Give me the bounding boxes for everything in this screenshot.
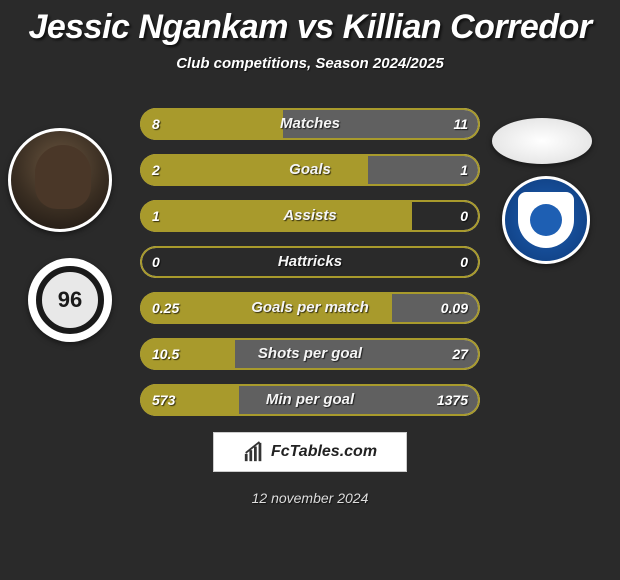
stat-row: 5731375Min per goal <box>140 384 480 416</box>
stat-row: 10Assists <box>140 200 480 232</box>
stat-row: 00Hattricks <box>140 246 480 278</box>
brand-text: FcTables.com <box>271 443 377 461</box>
subtitle: Club competitions, Season 2024/2025 <box>0 55 620 72</box>
brand-badge[interactable]: FcTables.com <box>213 432 407 472</box>
stat-label: Assists <box>140 200 480 232</box>
stat-label: Goals per match <box>140 292 480 324</box>
stat-row: 21Goals <box>140 154 480 186</box>
stat-row: 10.527Shots per goal <box>140 338 480 370</box>
stat-label: Matches <box>140 108 480 140</box>
stat-label: Shots per goal <box>140 338 480 370</box>
stats-container: 811Matches 21Goals 10Assists 00Hattricks 0.2… <box>0 108 620 416</box>
fctables-logo-icon <box>243 441 265 463</box>
stat-row: 0.250.09Goals per match <box>140 292 480 324</box>
stat-label: Min per goal <box>140 384 480 416</box>
stat-label: Goals <box>140 154 480 186</box>
page-title: Jessic Ngankam vs Killian Corredor <box>0 0 620 47</box>
date-label: 12 november 2024 <box>0 490 620 506</box>
stat-row: 811Matches <box>140 108 480 140</box>
stat-label: Hattricks <box>140 246 480 278</box>
